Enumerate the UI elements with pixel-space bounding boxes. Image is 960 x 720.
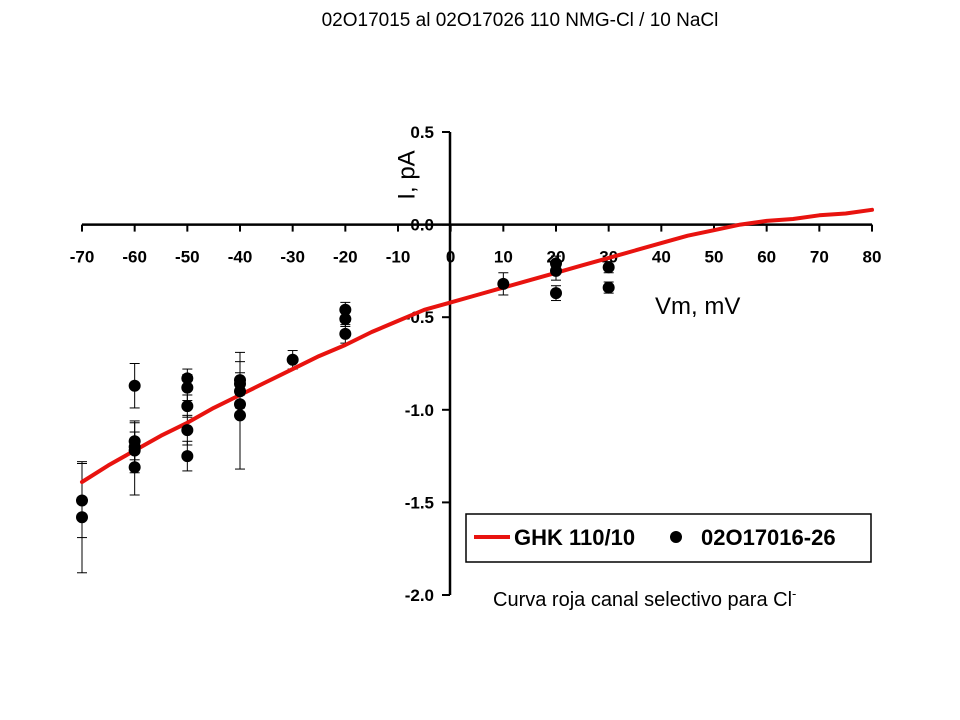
y-tick-label: -2.0 [405, 586, 434, 605]
y-tick-label: 0.0 [410, 216, 434, 235]
legend-label-ghk: GHK 110/10 [514, 525, 635, 550]
data-point [181, 400, 194, 413]
data-point [602, 281, 615, 294]
x-tick-label: 0 [446, 248, 455, 267]
y-tick-label: 0.5 [410, 123, 434, 142]
data-point [128, 379, 141, 392]
caption-main: Curva roja canal selectivo para Cl [493, 589, 792, 611]
data-point [181, 450, 194, 463]
data-point [339, 327, 352, 340]
data-point [181, 372, 194, 385]
x-tick-label: -60 [122, 248, 147, 267]
x-tick-label: -20 [333, 248, 358, 267]
data-points [76, 257, 615, 524]
caption: Curva roja canal selectivo para Cl- [493, 586, 796, 611]
y-tick-label: -1.5 [405, 493, 434, 512]
data-point [234, 385, 246, 398]
legend-box [465, 513, 872, 563]
data-point [181, 424, 194, 437]
x-tick-label: -70 [70, 248, 95, 267]
data-point [602, 261, 615, 274]
legend: GHK 110/10 02O17016-26 [465, 513, 872, 563]
x-tick-label: 70 [810, 248, 829, 267]
data-point [234, 398, 246, 411]
legend-dot-swatch [670, 531, 682, 543]
data-point [339, 303, 352, 316]
data-point [550, 287, 562, 300]
data-point [128, 461, 141, 474]
x-tick-label: -40 [228, 248, 253, 267]
x-tick-label: -30 [280, 248, 305, 267]
x-tick-label: 10 [494, 248, 513, 267]
x-tick-label: -50 [175, 248, 200, 267]
x-tick-label: -10 [386, 248, 411, 267]
ghk-curve [80, 207, 874, 484]
legend-label-data: 02O17016-26 [701, 525, 836, 550]
x-axis-label: Vm, mV [655, 293, 740, 320]
caption-superscript: - [792, 586, 796, 601]
data-point [128, 444, 141, 457]
x-tick-label: 50 [705, 248, 724, 267]
y-axis-label: I, pA [393, 150, 420, 199]
x-tick-label: 80 [863, 248, 882, 267]
data-point [181, 381, 194, 394]
data-point [76, 494, 88, 507]
data-point [76, 511, 88, 524]
data-point [286, 353, 299, 366]
axes: -70 -60 -50 -40 -30 -20 -10 0 10 20 30 40 50 60 70 800.… [70, 123, 882, 605]
x-tick-label: 60 [757, 248, 776, 267]
data-point [339, 313, 352, 326]
data-point [550, 264, 562, 277]
x-tick-label: 40 [652, 248, 671, 267]
data-point [234, 409, 246, 422]
y-tick-label: -1.0 [405, 401, 434, 420]
chart-title: 02O17015 al 02O17026 110 NMG-Cl / 10 NaC… [322, 10, 719, 31]
data-point [497, 277, 510, 290]
